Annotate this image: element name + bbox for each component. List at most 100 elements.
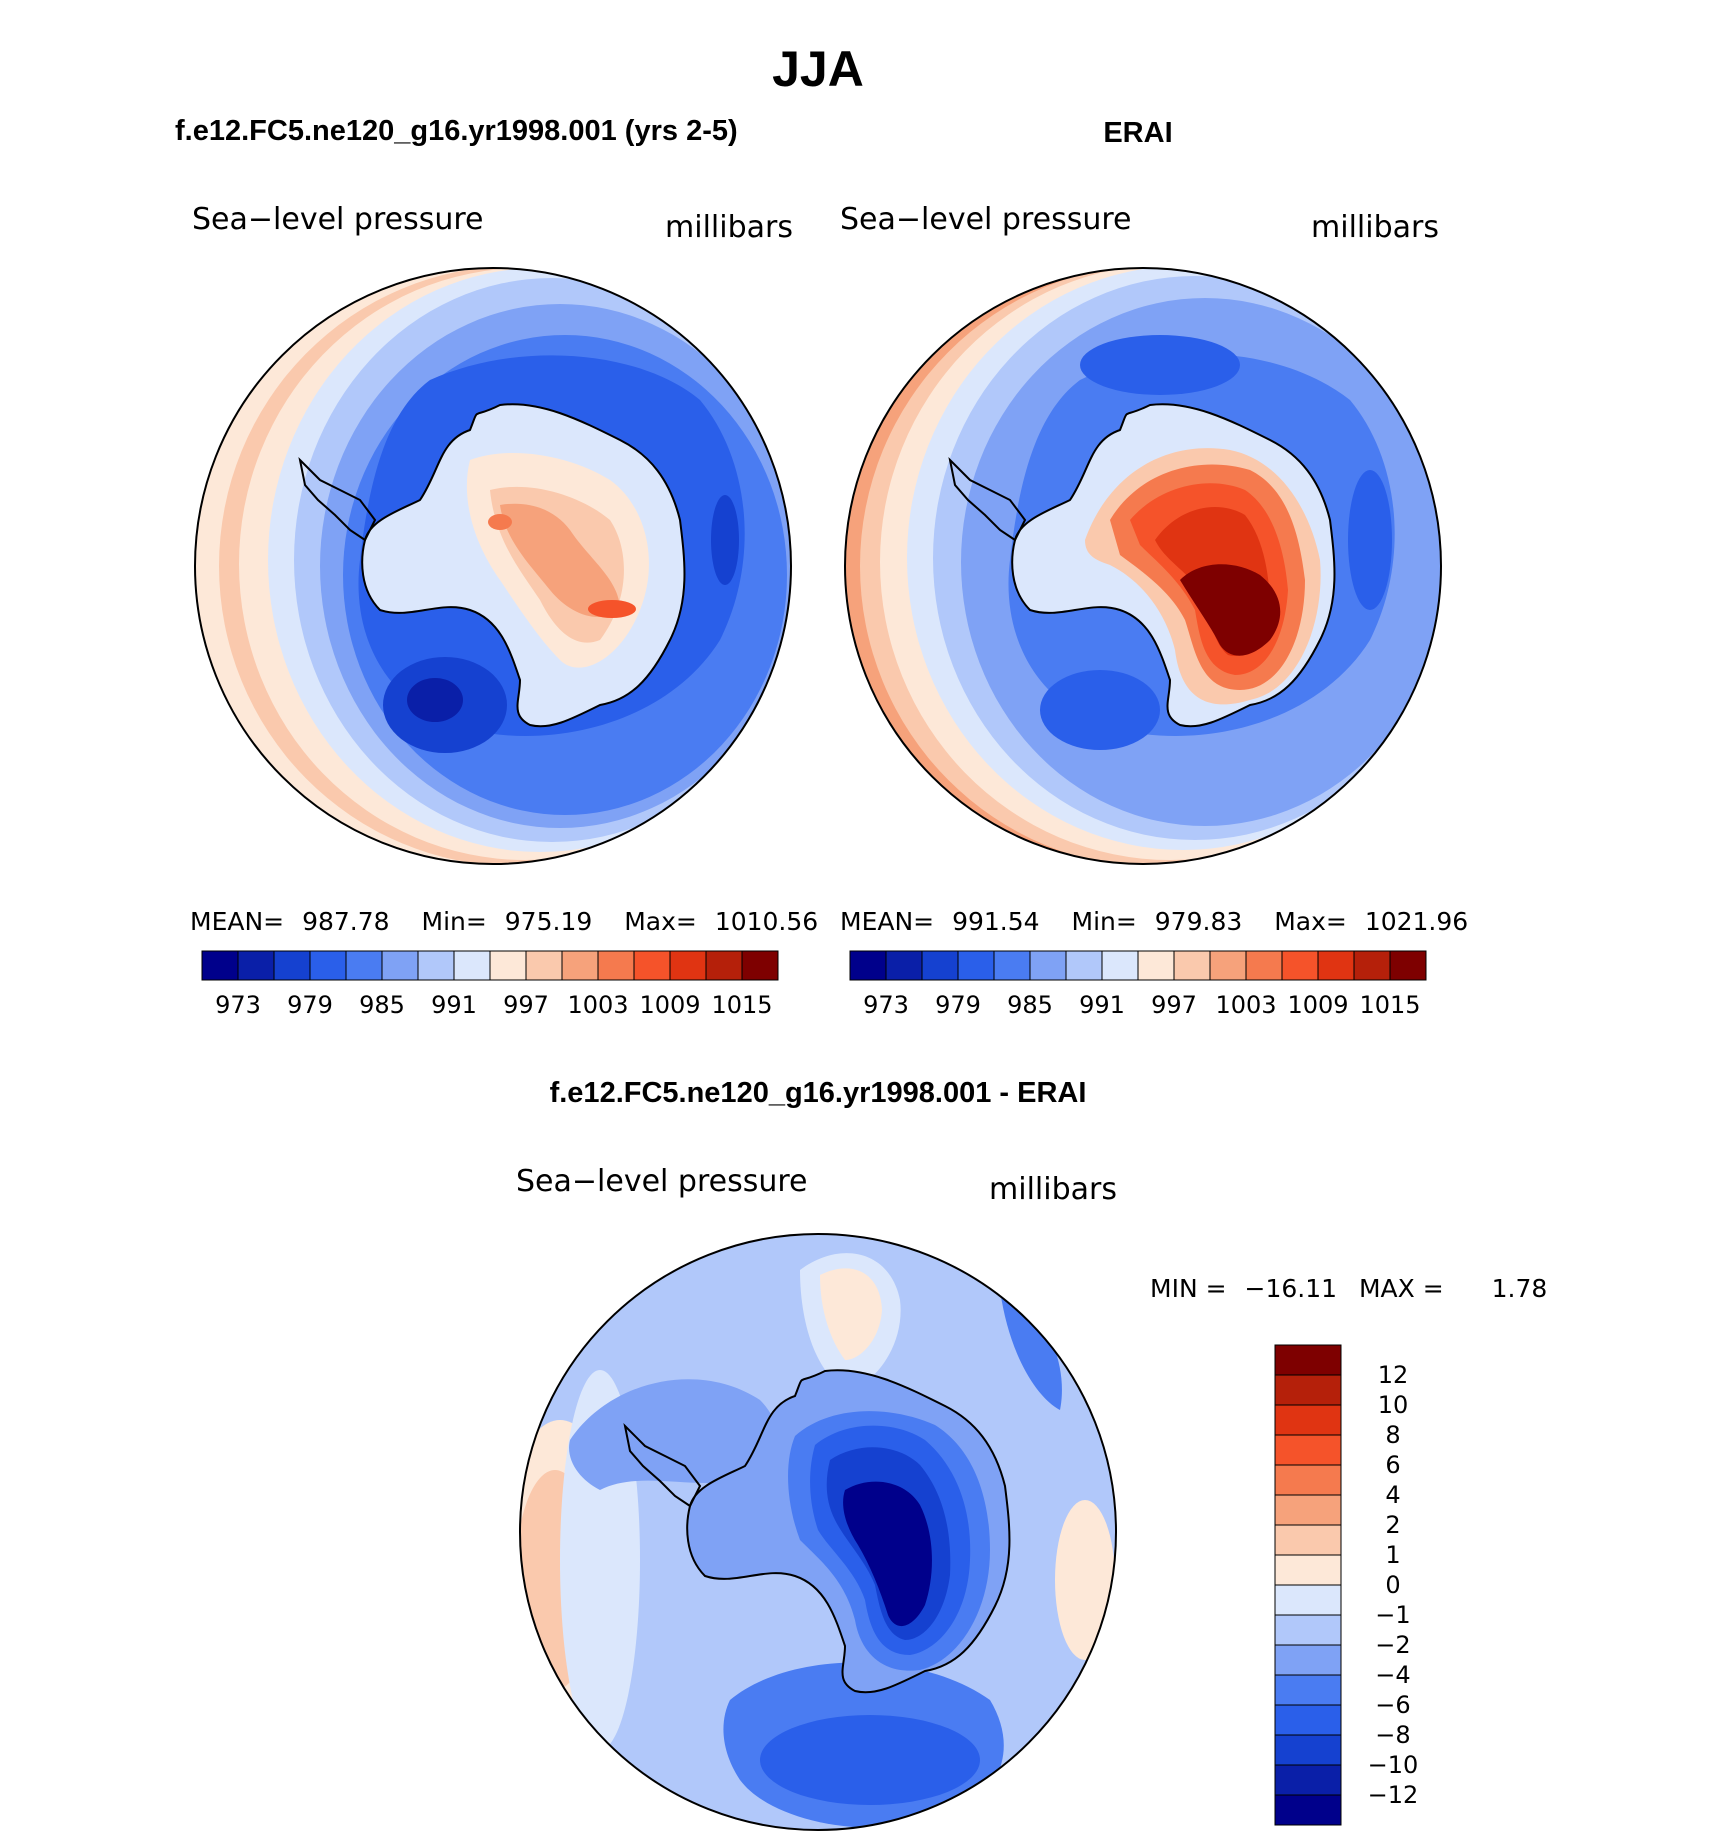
- colorbar-swatch: [957, 950, 995, 981]
- panel-diff-variable: Sea−level pressure: [516, 1164, 807, 1199]
- panel-obs-border: [844, 267, 1442, 865]
- colorbar-swatch: [525, 950, 563, 981]
- colorbar-tick-label: 991: [1079, 991, 1125, 1019]
- colorbar-tick-label: 1009: [1287, 991, 1348, 1019]
- model-max-value: 1010.56: [715, 907, 818, 936]
- map-c-south-low-core: [760, 1715, 980, 1805]
- panel-obs-colorbar: 973 979 985 991 997 1003 1009 1015: [849, 950, 1427, 1019]
- panel-model: f.e12.FC5.ne120_g16.yr1998.001 (yrs 2-5)…: [175, 115, 818, 1019]
- colorbar-swatch: [1281, 950, 1319, 981]
- colorbar-swatch: [885, 950, 923, 981]
- panel-model-map: [195, 268, 791, 864]
- panel-diff: f.e12.FC5.ne120_g16.yr1998.001 - ERAI Se…: [516, 1077, 1547, 1831]
- diff-max-value: 1.78: [1492, 1274, 1548, 1303]
- colorbar-tick-label: 973: [215, 991, 261, 1019]
- panel-diff-map: [520, 1234, 1116, 1830]
- panel-obs-variable: Sea−level pressure: [840, 202, 1131, 237]
- panel-diff-title: f.e12.FC5.ne120_g16.yr1998.001 - ERAI: [550, 1077, 1087, 1109]
- panel-model-colorbar: 973 979 985 991 997 1003 1009 1015: [201, 950, 779, 1019]
- colorbar-swatch: [1029, 950, 1067, 981]
- panel-model-title: f.e12.FC5.ne120_g16.yr1998.001 (yrs 2-5): [175, 115, 738, 147]
- panel-obs-stats: MEAN= 991.54 Min= 979.83 Max= 1021.96: [840, 907, 1468, 936]
- colorbar-tick-label: 4: [1385, 1481, 1400, 1509]
- colorbar-tick-label: 2: [1385, 1511, 1400, 1539]
- colorbar-swatch: [1274, 1344, 1342, 1376]
- colorbar-swatch: [1065, 950, 1103, 981]
- colorbar-tick-label: −4: [1375, 1661, 1410, 1689]
- colorbar-swatch: [1274, 1614, 1342, 1646]
- obs-max-value: 1021.96: [1365, 907, 1468, 936]
- colorbar-tick-label: −10: [1368, 1751, 1419, 1779]
- colorbar-swatch: [381, 950, 419, 981]
- panel-obs-map: [845, 268, 1441, 864]
- panel-diff-units: millibars: [989, 1172, 1117, 1207]
- map-a-interior-peak: [488, 514, 512, 530]
- colorbar-swatch: [201, 950, 239, 981]
- colorbar-swatch: [1274, 1584, 1342, 1616]
- model-mean-value: 987.78: [302, 907, 389, 936]
- colorbar-swatch: [1173, 950, 1211, 981]
- model-min-label: Min=: [422, 907, 487, 936]
- colorbar-swatch: [669, 950, 707, 981]
- map-a-interior-max: [588, 600, 636, 618]
- colorbar-tick-label: −2: [1375, 1631, 1410, 1659]
- panel-diff-border: [519, 1233, 1117, 1831]
- colorbar-swatch: [993, 950, 1031, 981]
- colorbar-swatch: [1317, 950, 1355, 981]
- colorbar-swatch: [1274, 1674, 1342, 1706]
- colorbar-swatch: [1245, 950, 1283, 981]
- colorbar-swatch: [345, 950, 383, 981]
- colorbar-swatch: [633, 950, 671, 981]
- colorbar-tick-label: −1: [1375, 1601, 1410, 1629]
- panel-model-stats: MEAN= 987.78 Min= 975.19 Max= 1010.56: [190, 907, 818, 936]
- colorbar-swatch: [417, 950, 455, 981]
- obs-mean-label: MEAN=: [840, 907, 934, 936]
- diff-max-label: MAX =: [1359, 1274, 1444, 1303]
- model-min-value: 975.19: [505, 907, 592, 936]
- map-b-east-low: [1348, 470, 1392, 610]
- map-a-low-core: [407, 678, 463, 722]
- map-c-north-pos: [820, 1268, 882, 1360]
- colorbar-swatch: [1274, 1374, 1342, 1406]
- colorbar-tick-label: 10: [1378, 1391, 1409, 1419]
- colorbar-swatch: [237, 950, 275, 981]
- obs-mean-value: 991.54: [952, 907, 1039, 936]
- colorbar-tick-label: −12: [1368, 1781, 1419, 1809]
- map-c-peninsula: [623, 1422, 702, 1508]
- colorbar-tick-label: 12: [1378, 1361, 1409, 1389]
- colorbar-swatch: [1274, 1494, 1342, 1526]
- panel-obs: ERAI Sea−level pressure millibars: [840, 117, 1468, 1019]
- obs-min-label: Min=: [1072, 907, 1137, 936]
- colorbar-tick-label: 985: [359, 991, 405, 1019]
- colorbar-tick-label: −6: [1375, 1691, 1410, 1719]
- map-c-east-pos: [1055, 1500, 1115, 1660]
- colorbar-swatch: [705, 950, 743, 981]
- colorbar-tick-label: 1003: [567, 991, 628, 1019]
- colorbar-swatch: [273, 950, 311, 981]
- colorbar-swatch: [921, 950, 959, 981]
- colorbar-tick-label: 997: [503, 991, 549, 1019]
- panel-diff-stats: MIN = −16.11 MAX = 1.78: [1150, 1274, 1547, 1303]
- colorbar-swatch: [1274, 1644, 1342, 1676]
- colorbar-swatch: [1274, 1764, 1342, 1796]
- colorbar-tick-label: 0: [1385, 1571, 1400, 1599]
- colorbar-swatch: [489, 950, 527, 981]
- colorbar-swatch: [1353, 950, 1391, 981]
- colorbar-swatch: [1274, 1434, 1342, 1466]
- colorbar-swatch: [1209, 950, 1247, 981]
- colorbar-swatch: [1389, 950, 1427, 981]
- map-a-peninsula: [298, 456, 377, 542]
- map-c-nw-region: [569, 1379, 778, 1490]
- colorbar-swatch: [849, 950, 887, 981]
- colorbar-swatch: [741, 950, 779, 981]
- map-a-interior-3: [500, 503, 620, 618]
- map-b-north-low: [1080, 335, 1240, 395]
- colorbar-tick-label: 6: [1385, 1451, 1400, 1479]
- colorbar-swatch: [1274, 1524, 1342, 1556]
- colorbar-tick-label: 985: [1007, 991, 1053, 1019]
- colorbar-swatch: [1274, 1554, 1342, 1586]
- colorbar-tick-label: 8: [1385, 1421, 1400, 1449]
- panel-obs-units: millibars: [1311, 210, 1439, 245]
- map-b-west-low: [1040, 670, 1160, 750]
